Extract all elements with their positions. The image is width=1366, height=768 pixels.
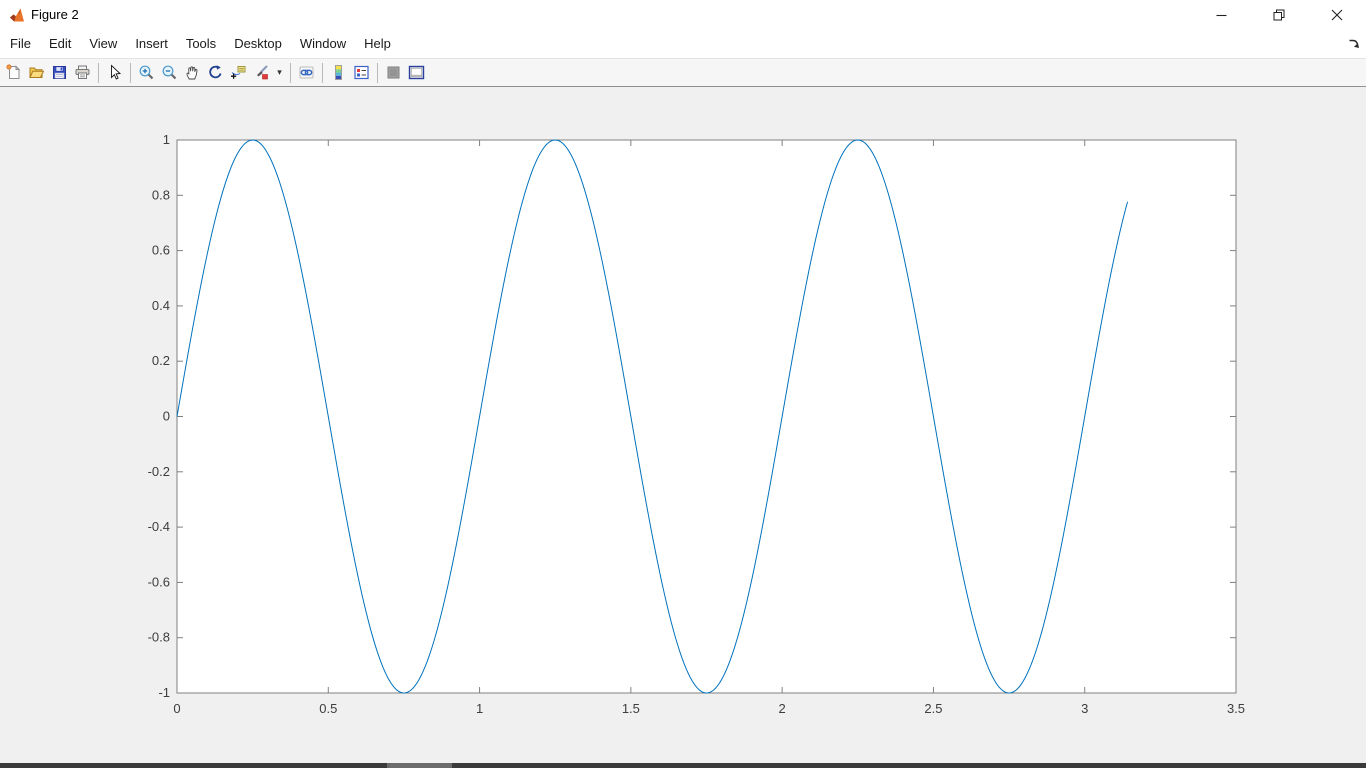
y-tick-label: 0.8 <box>152 187 170 202</box>
x-tick-label: 0.5 <box>319 701 337 716</box>
zoom-in-icon <box>139 65 154 80</box>
y-tick-label: 0.2 <box>152 353 170 368</box>
save-figure-button[interactable] <box>48 61 71 85</box>
close-icon <box>1331 9 1343 21</box>
hide-plot-tools-button[interactable] <box>382 61 405 85</box>
figure-toolbar: ▾ <box>0 58 1366 87</box>
insert-legend-icon <box>354 65 369 80</box>
window-controls <box>1192 0 1366 30</box>
toolbar-separator <box>130 62 131 83</box>
minimize-icon <box>1216 14 1226 16</box>
title-bar[interactable]: Figure 2 <box>0 0 1366 30</box>
new-figure-icon <box>6 64 21 79</box>
brush-data-icon <box>257 65 268 80</box>
zoom-out-icon <box>162 65 177 80</box>
toolbar-separator <box>377 62 378 83</box>
figure-canvas: 0 0.5 1 1.5 2 2.5 3 3.5 -1 -0.8 -0.6 -0.4 -0.2 0 0.2 0.… <box>0 87 1366 763</box>
data-cursor-button[interactable] <box>227 61 250 85</box>
new-figure-button[interactable] <box>2 61 25 85</box>
taskbar-edge-segment <box>387 763 452 768</box>
show-plot-tools-button[interactable] <box>405 61 428 85</box>
y-tick-label: 0 <box>163 409 170 424</box>
save-figure-icon <box>53 66 66 79</box>
menu-view[interactable]: View <box>89 36 118 51</box>
x-tick-label: 2 <box>779 701 786 716</box>
dock-figure-icon <box>1349 39 1359 48</box>
y-tick-label: -0.4 <box>148 519 170 534</box>
x-tick-label: 0 <box>173 701 180 716</box>
y-tick-label: -0.6 <box>148 574 170 589</box>
edit-plot-button[interactable] <box>103 61 126 85</box>
menu-desktop[interactable]: Desktop <box>234 36 282 51</box>
restore-button[interactable] <box>1250 0 1308 30</box>
show-plot-tools-icon <box>408 65 425 80</box>
pan-icon <box>186 66 198 80</box>
hide-plot-tools-icon <box>387 66 400 79</box>
restore-icon <box>1273 9 1285 21</box>
y-tick-label: 0.6 <box>152 243 170 258</box>
insert-colorbar-icon <box>335 65 342 80</box>
dock-figure-button[interactable] <box>1346 36 1362 52</box>
open-file-icon <box>29 67 45 78</box>
matlab-logo-icon <box>10 8 24 22</box>
zoom-out-button[interactable] <box>158 61 181 85</box>
menu-bar: File Edit View Insert Tools Desktop Wind… <box>0 30 1366 58</box>
toolbar-separator <box>322 62 323 83</box>
link-plot-icon <box>299 66 314 79</box>
minimize-button[interactable] <box>1192 0 1250 30</box>
x-tick-label: 1.5 <box>622 701 640 716</box>
data-cursor-icon <box>231 66 246 79</box>
y-tick-label: -1 <box>158 685 170 700</box>
open-file-button[interactable] <box>25 61 48 85</box>
close-button[interactable] <box>1308 0 1366 30</box>
toolbar-separator <box>98 62 99 83</box>
print-figure-button[interactable] <box>71 61 94 85</box>
menu-tools[interactable]: Tools <box>185 36 217 51</box>
insert-colorbar-button[interactable] <box>327 61 350 85</box>
menu-insert[interactable]: Insert <box>135 36 168 51</box>
window-title: Figure 2 <box>31 7 79 22</box>
x-tick-label: 3 <box>1081 701 1088 716</box>
pan-button[interactable] <box>181 61 204 85</box>
menu-edit[interactable]: Edit <box>48 36 72 51</box>
rotate-3d-button[interactable] <box>204 61 227 85</box>
toolbar-separator <box>290 62 291 83</box>
menu-help[interactable]: Help <box>364 36 391 51</box>
y-tick-label: 1 <box>163 132 170 147</box>
menu-file[interactable]: File <box>10 36 31 51</box>
insert-legend-button[interactable] <box>350 61 373 85</box>
series-line <box>176 139 1129 694</box>
taskbar-edge <box>0 763 1366 768</box>
x-tick-label: 3.5 <box>1227 701 1245 716</box>
brush-dropdown-button[interactable]: ▾ <box>273 61 286 85</box>
x-tick-label: 2.5 <box>924 701 942 716</box>
menu-window[interactable]: Window <box>299 36 347 51</box>
zoom-in-button[interactable] <box>135 61 158 85</box>
rotate-3d-icon <box>209 65 222 79</box>
edit-plot-icon <box>111 64 122 80</box>
brush-data-button[interactable] <box>250 61 273 85</box>
x-tick-label: 1 <box>476 701 483 716</box>
y-tick-label: 0.4 <box>152 298 170 313</box>
brush-dropdown-arrow-icon: ▾ <box>277 67 282 77</box>
print-figure-icon <box>75 65 90 79</box>
axes-box <box>176 139 1237 694</box>
y-tick-label: -0.8 <box>148 630 170 645</box>
plot-area[interactable]: 0 0.5 1 1.5 2 2.5 3 3.5 -1 -0.8 -0.6 -0.4 -0.2 0 0.2 0.… <box>0 87 1366 763</box>
link-plot-button[interactable] <box>295 61 318 85</box>
y-tick-label: -0.2 <box>148 464 170 479</box>
